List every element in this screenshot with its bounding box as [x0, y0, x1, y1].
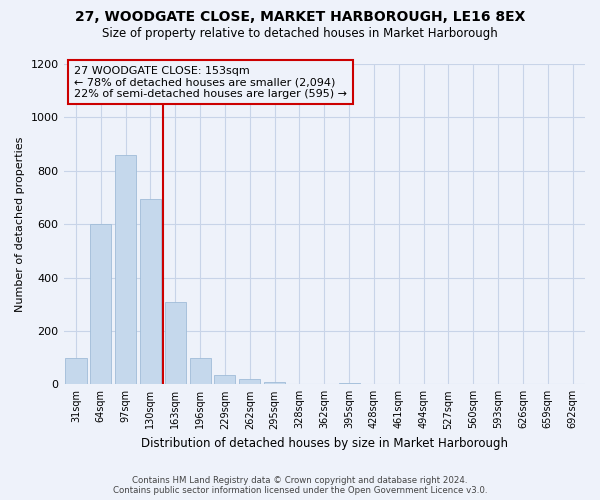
- Bar: [264, 382, 285, 384]
- Bar: [214, 375, 235, 384]
- Bar: [165, 302, 186, 384]
- Bar: [115, 155, 136, 384]
- Bar: [190, 358, 211, 384]
- Text: Contains HM Land Registry data © Crown copyright and database right 2024.
Contai: Contains HM Land Registry data © Crown c…: [113, 476, 487, 495]
- Text: 27, WOODGATE CLOSE, MARKET HARBOROUGH, LE16 8EX: 27, WOODGATE CLOSE, MARKET HARBOROUGH, L…: [75, 10, 525, 24]
- Bar: [140, 199, 161, 384]
- Text: 27 WOODGATE CLOSE: 153sqm
← 78% of detached houses are smaller (2,094)
22% of se: 27 WOODGATE CLOSE: 153sqm ← 78% of detac…: [74, 66, 347, 99]
- Bar: [90, 224, 112, 384]
- Bar: [239, 379, 260, 384]
- Bar: [338, 383, 359, 384]
- X-axis label: Distribution of detached houses by size in Market Harborough: Distribution of detached houses by size …: [141, 437, 508, 450]
- Y-axis label: Number of detached properties: Number of detached properties: [15, 136, 25, 312]
- Bar: [65, 358, 86, 384]
- Text: Size of property relative to detached houses in Market Harborough: Size of property relative to detached ho…: [102, 28, 498, 40]
